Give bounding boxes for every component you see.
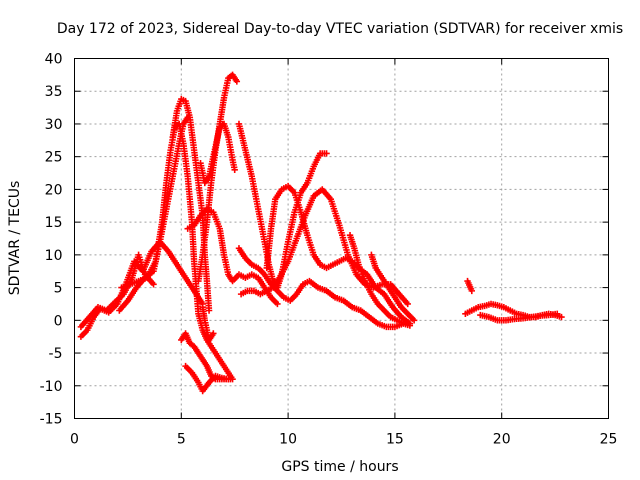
- series-track-14: [263, 182, 414, 327]
- data-point: [406, 322, 414, 329]
- grid-lines: [74, 58, 609, 419]
- data-point: [404, 300, 411, 308]
- series-track-20: [477, 310, 561, 324]
- y-tick-label: 30: [45, 117, 63, 133]
- data-point: [558, 313, 565, 321]
- series-track-9: [195, 71, 241, 285]
- data-point: [150, 281, 157, 288]
- y-tick-label: 10: [45, 248, 63, 264]
- chart-title: Day 172 of 2023, Sidereal Day-to-day VTE…: [57, 21, 623, 37]
- data-point: [233, 78, 241, 85]
- axis-ticks: 0 5 10 15 20 25 -15 -10 -5 0 5 10 15 20 25 30 35 40: [40, 52, 618, 448]
- y-tick-label: 5: [54, 281, 63, 297]
- y-tick-label: 0: [54, 313, 63, 329]
- y-tick-label: -10: [40, 379, 63, 395]
- series-track-13: [237, 186, 411, 308]
- x-tick-label: 25: [600, 432, 618, 448]
- plot-frame: [74, 58, 609, 419]
- data-point: [410, 317, 418, 324]
- data-point: [205, 307, 213, 314]
- data-point: [231, 166, 238, 173]
- x-tick-label: 20: [493, 432, 511, 448]
- series-track-7: [184, 205, 281, 308]
- x-tick-label: 0: [70, 432, 79, 448]
- x-tick-label: 10: [279, 432, 297, 448]
- data-point: [227, 376, 234, 383]
- data-point: [323, 150, 330, 157]
- series-track-11: [199, 304, 217, 344]
- y-tick-label: 25: [45, 150, 63, 166]
- series-track-10: [178, 330, 234, 383]
- data-point: [468, 287, 475, 295]
- y-tick-label: -15: [40, 412, 63, 428]
- series-track-1: [77, 238, 206, 340]
- x-tick-label: 15: [386, 432, 404, 448]
- series-track-16: [346, 232, 414, 329]
- series-track-5: [169, 95, 213, 314]
- data-point: [210, 330, 217, 337]
- y-tick-label: 40: [45, 52, 63, 68]
- series-track-18: [464, 277, 475, 295]
- y-axis-label: SDTVAR / TECUs: [7, 181, 23, 296]
- data-point: [274, 300, 281, 308]
- y-tick-label: 35: [45, 84, 63, 100]
- series-track-4: [118, 120, 236, 383]
- x-tick-label: 5: [177, 432, 186, 448]
- y-tick-label: -5: [49, 346, 63, 362]
- data-point: [554, 310, 561, 317]
- series-track-2: [77, 251, 157, 331]
- x-axis-label: GPS time / hours: [281, 459, 398, 475]
- y-tick-label: 20: [45, 182, 63, 198]
- data-marks: [77, 71, 565, 395]
- series-track-17: [368, 251, 418, 324]
- y-tick-label: 15: [45, 215, 63, 231]
